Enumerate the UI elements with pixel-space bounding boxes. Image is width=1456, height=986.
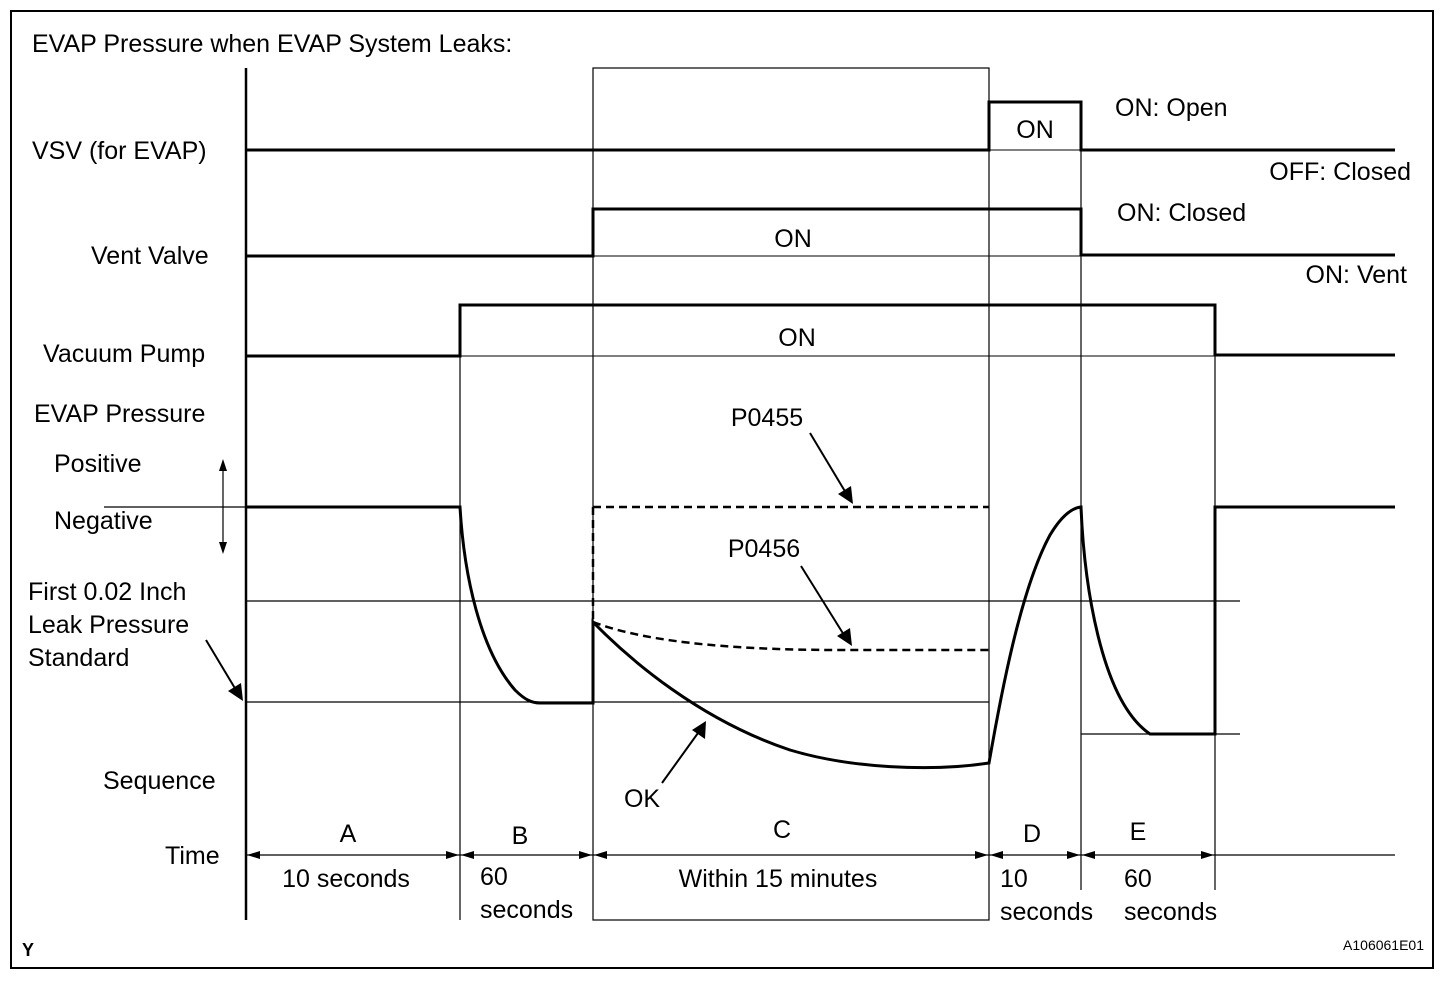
time-axis-arrowheads [247, 851, 1214, 859]
phase-d-duration-line2: seconds [1000, 898, 1093, 926]
vacuum-pump-signal [246, 303, 1395, 358]
positive-negative-arrow [219, 459, 227, 554]
diagram-title: EVAP Pressure when EVAP System Leaks: [32, 30, 512, 58]
evap-pressure-trace [246, 505, 1395, 770]
p0455-pointer [809, 432, 853, 504]
phase-b-duration-line1: 60 [480, 863, 508, 891]
leak-standard-pointer [205, 639, 243, 701]
vent-valve-on-state: ON [774, 225, 812, 253]
evap-pressure-label: EVAP Pressure [34, 400, 205, 428]
phase-b-duration-line2: seconds [480, 896, 573, 924]
leak-standard-label-line1: First 0.02 Inch [28, 578, 186, 606]
phase-b-letter: B [512, 822, 529, 850]
outer-frame [10, 10, 1434, 969]
p0456-trace [592, 620, 989, 652]
vsv-signal [246, 100, 1395, 152]
phase-a-duration: 10 seconds [282, 865, 410, 893]
p0456-label: P0456 [728, 535, 800, 563]
leak-standard-label-line2: Leak Pressure [28, 611, 189, 639]
negative-label: Negative [54, 507, 153, 535]
phase-c-box [592, 67, 990, 921]
vent-valve-on-meaning: ON: Closed [1117, 199, 1246, 227]
phase-e-duration-line1: 60 [1124, 865, 1152, 893]
phase-d-letter: D [1023, 820, 1041, 848]
vsv-off-meaning: OFF: Closed [1269, 158, 1411, 186]
vent-valve-label: Vent Valve [91, 242, 209, 270]
positive-label: Positive [54, 450, 142, 478]
vent-valve-off-meaning: ON: Vent [1306, 261, 1407, 289]
vsv-on-state: ON [1016, 116, 1054, 144]
phase-d-duration-line1: 10 [1000, 865, 1028, 893]
sequence-label: Sequence [103, 767, 216, 795]
ok-pointer [661, 721, 706, 784]
vacuum-pump-on-state: ON [778, 324, 816, 352]
phase-e-letter: E [1130, 818, 1147, 846]
ok-label: OK [624, 785, 660, 813]
leak-standard-label-line3: Standard [28, 644, 129, 672]
phase-e-duration-line2: seconds [1124, 898, 1217, 926]
phase-c-letter: C [773, 816, 791, 844]
p0456-pointer [800, 565, 852, 646]
vacuum-pump-label: Vacuum Pump [43, 340, 205, 368]
time-label: Time [165, 842, 220, 870]
figure-id: A106061E01 [1343, 937, 1424, 953]
phase-c-duration: Within 15 minutes [679, 865, 878, 893]
vent-valve-signal [246, 207, 1395, 258]
p0455-label: P0455 [731, 404, 803, 432]
vsv-on-meaning: ON: Open [1115, 94, 1228, 122]
vsv-label: VSV (for EVAP) [32, 137, 207, 165]
phase-a-letter: A [340, 820, 357, 848]
corner-mark: Y [22, 940, 34, 960]
